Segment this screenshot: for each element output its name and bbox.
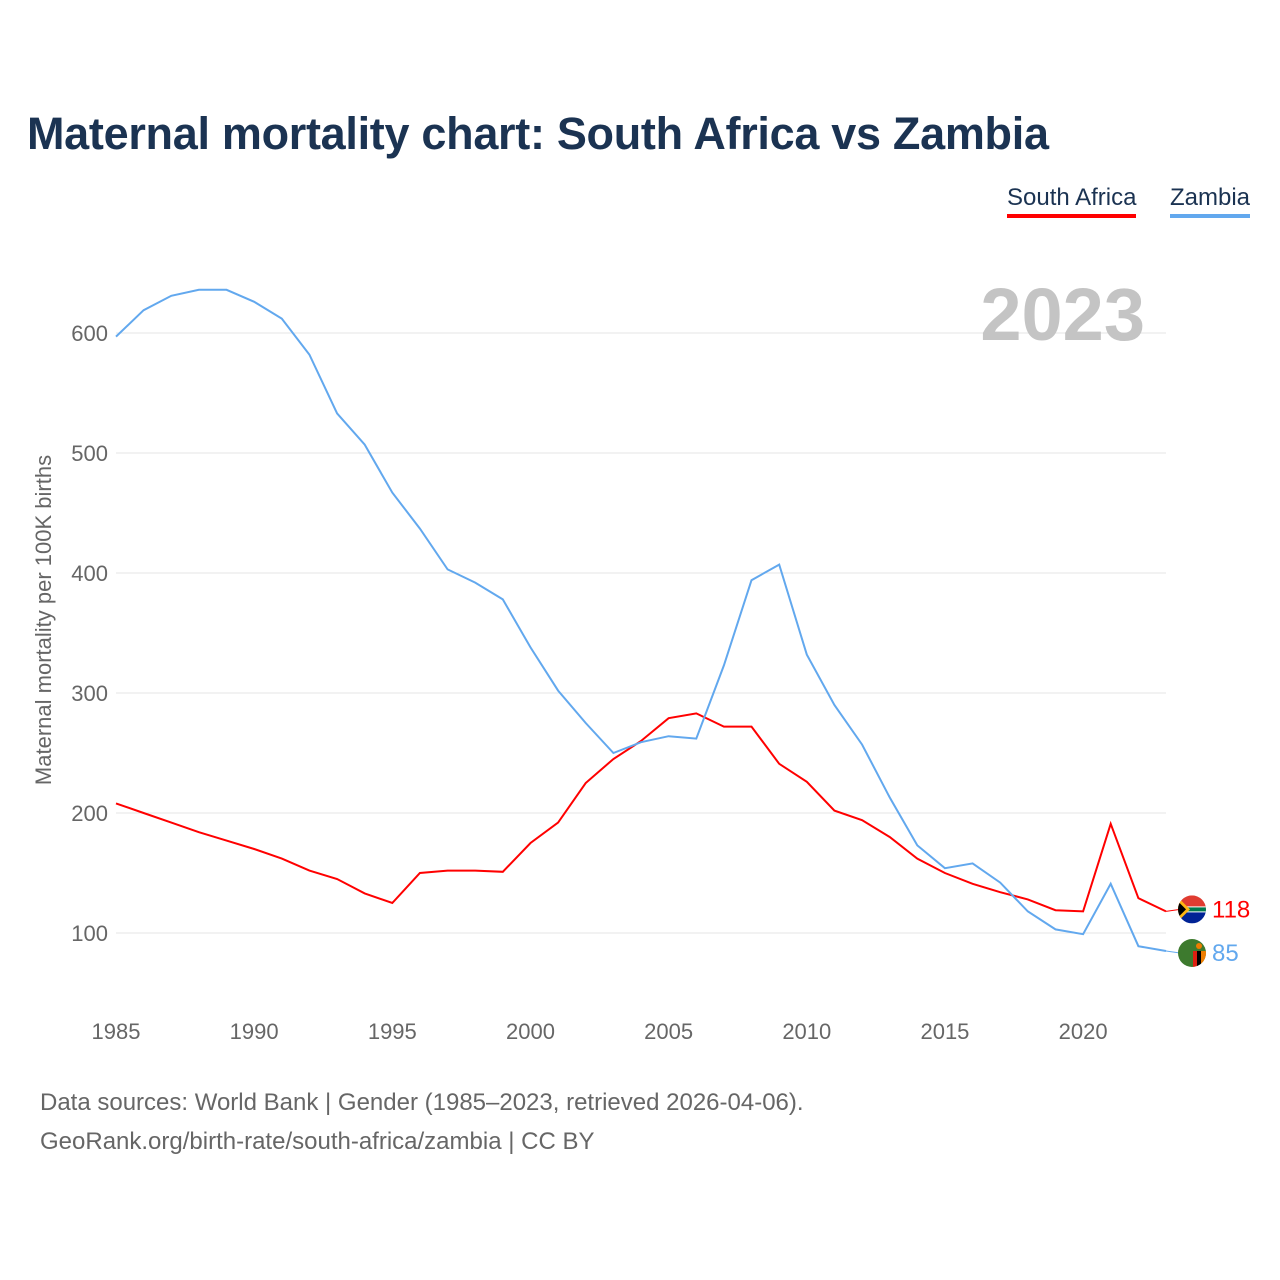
y-tick-label: 600 bbox=[71, 321, 108, 346]
end-value-label: 118 bbox=[1212, 896, 1250, 923]
x-tick-label: 2000 bbox=[506, 1019, 555, 1044]
x-tick-label: 1990 bbox=[230, 1019, 279, 1044]
source-url[interactable]: GeoRank.org/birth-rate/south-africa/zamb… bbox=[40, 1128, 595, 1155]
series-line-zambia bbox=[115, 288, 1167, 952]
x-tick-label: 1995 bbox=[368, 1019, 417, 1044]
y-tick-label: 400 bbox=[71, 561, 108, 586]
x-tick-label: 2010 bbox=[782, 1019, 831, 1044]
end-connector bbox=[1165, 908, 1181, 912]
x-tick-label: 1985 bbox=[92, 1019, 141, 1044]
series-line-south-africa bbox=[115, 712, 1167, 913]
legend-zambia[interactable]: Zambia bbox=[1170, 184, 1251, 218]
end-connector bbox=[1165, 950, 1181, 954]
south-africa-flag-icon bbox=[1178, 895, 1206, 924]
y-tick-label: 300 bbox=[71, 681, 108, 706]
legend-south-africa[interactable]: South Africa bbox=[1007, 184, 1137, 218]
zambia-flag-icon bbox=[1178, 939, 1206, 967]
y-axis-label: Maternal mortality per 100K births bbox=[31, 455, 56, 785]
y-tick-label: 200 bbox=[71, 801, 108, 826]
x-tick-label: 2015 bbox=[920, 1019, 969, 1044]
current-year-label: 2023 bbox=[980, 273, 1145, 356]
y-tick-label: 500 bbox=[71, 441, 108, 466]
chart-title: Maternal mortality chart: South Africa v… bbox=[27, 108, 1049, 159]
x-tick-label: 2020 bbox=[1059, 1019, 1108, 1044]
data-sources: Data sources: World Bank | Gender (1985–… bbox=[40, 1089, 804, 1116]
x-tick-label: 2005 bbox=[644, 1019, 693, 1044]
y-tick-label: 100 bbox=[71, 921, 108, 946]
end-value-label: 85 bbox=[1212, 940, 1239, 967]
